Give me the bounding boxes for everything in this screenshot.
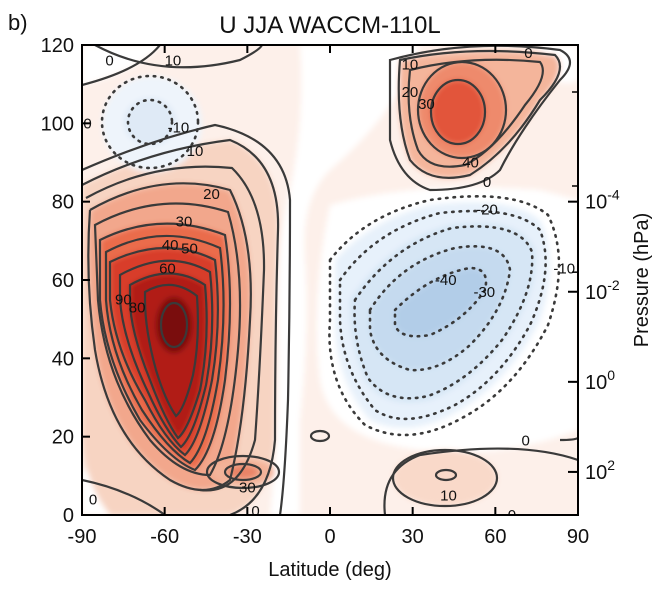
y-tick-label: 80 [52, 192, 74, 214]
y-axis-right: 102 100 10-2 10-4 [568, 91, 620, 484]
contour-jet-110 [159, 301, 189, 349]
contour-jet-90 [128, 272, 208, 440]
right-tick-label: 10-2 [585, 277, 620, 304]
y-tick-label: 0 [63, 505, 74, 527]
contour-label: 0 [521, 433, 529, 450]
contour-label: -10 [168, 119, 190, 136]
contour-subtrop-10 [205, 454, 281, 490]
contour-labels: 0100-1010203040506090800102030400-20-10-… [83, 45, 575, 524]
contour-label: 30 [239, 480, 256, 497]
contour-jet-10 [82, 138, 280, 515]
contour-label: 10 [165, 53, 182, 70]
negative-contours [100, 74, 561, 437]
contour-jet-100 [143, 283, 199, 418]
y-tick-label: 100 [41, 113, 74, 135]
contour-label: 80 [129, 299, 146, 316]
contour-label: -40 [435, 272, 457, 289]
contour-jet-50 [98, 222, 232, 472]
contour-nh-trop-10 [391, 448, 499, 508]
contour-label: 30 [418, 96, 435, 113]
contour-jet-40 [93, 202, 242, 477]
x-tick-label: -30 [233, 526, 262, 548]
chart-title: U JJA WACCM-110L [219, 12, 440, 39]
contour-label: -30 [473, 284, 495, 301]
contour-label: 50 [181, 241, 198, 258]
contour-east-neg20 [353, 225, 534, 400]
right-tick-label: 102 [585, 457, 615, 484]
x-tick-label: -60 [150, 526, 179, 548]
contour-sh-bottom-0 [82, 478, 166, 515]
contour-lines [82, 45, 578, 515]
contour-label: 0 [89, 491, 97, 508]
contour-nh-trop-20 [434, 468, 458, 482]
fill-zero-upper-left [82, 45, 160, 85]
contour-top-0 [82, 45, 161, 87]
contour-label: 0 [251, 503, 259, 520]
contour-top-10 [94, 45, 264, 69]
contour-label: 40 [162, 237, 179, 254]
x-tick-label: -90 [68, 526, 97, 548]
contour-nh-mlt-30 [416, 60, 508, 160]
contour-label: 0 [508, 507, 516, 524]
contour-label: 10 [440, 487, 457, 504]
contour-label: -10 [553, 260, 575, 277]
contour-nh-trop-0 [383, 447, 578, 515]
right-tick-label: 100 [585, 367, 615, 394]
fill-sh-mlt-easterly-core [124, 98, 176, 146]
contour-jet-0 [82, 123, 292, 515]
contour-sh-mlt-neg10 [100, 74, 200, 170]
contour-east-neg40 [393, 266, 488, 338]
y-tick-label: 40 [52, 348, 74, 370]
contour-label: 10 [187, 143, 204, 160]
contour-jet-70 [108, 246, 219, 457]
x-tick-label: 90 [567, 526, 589, 548]
contour-nh-mlt-10 [397, 49, 562, 179]
y-tick-label: 120 [41, 35, 74, 57]
contour-subtrop-30 [223, 462, 263, 482]
contour-nh-mlt-40 [429, 78, 487, 146]
y-tick-label: 20 [52, 427, 74, 449]
contour-label: 10 [402, 57, 419, 74]
contour-sh-mlt-neg10-inner [126, 98, 174, 146]
x-tick-label: 0 [324, 526, 335, 548]
right-tick-label: 10-4 [585, 187, 620, 214]
contour-jet-30 [87, 182, 252, 491]
panel-label: b) [8, 10, 28, 35]
x-axis: -90 -60 -30 0 30 60 90 [68, 45, 589, 548]
contour-label: 20 [402, 84, 419, 101]
plot-area: 0100-1010203040506090800102030400-20-10-… [82, 45, 578, 524]
y-tick-label: 60 [52, 270, 74, 292]
contour-label: 30 [176, 213, 193, 230]
x-tick-label: 30 [402, 526, 424, 548]
contour-east-neg0 [328, 195, 561, 437]
x-axis-title: Latitude (deg) [268, 559, 391, 581]
contour-jet-60 [104, 234, 225, 465]
fill-east-40 [395, 268, 486, 337]
fill-subtrop-core [227, 465, 259, 479]
fill-zero-mid [270, 45, 420, 515]
fill-nh-mlt-core [431, 80, 485, 144]
contour-label: 90 [115, 292, 132, 309]
x-tick-label: 60 [484, 526, 506, 548]
contour-label: 0 [105, 53, 113, 70]
contour-label: 0 [524, 45, 532, 62]
contour-label: -20 [476, 202, 498, 219]
contour-label: 0 [483, 174, 491, 191]
y-axis-left: 0 20 40 60 80 100 120 [41, 35, 90, 527]
contour-label: 40 [462, 155, 479, 172]
contour-nh-mlt-20 [407, 58, 544, 168]
contour-east-neg30 [368, 245, 512, 372]
y-axis-right-title: Pressure (hPa) [631, 213, 653, 348]
contour-label: 60 [159, 260, 176, 277]
contour-small-eq [309, 429, 331, 443]
contour-label: 20 [203, 186, 220, 203]
fill-nh-trop [393, 450, 497, 506]
contour-jet-80 [118, 259, 214, 449]
